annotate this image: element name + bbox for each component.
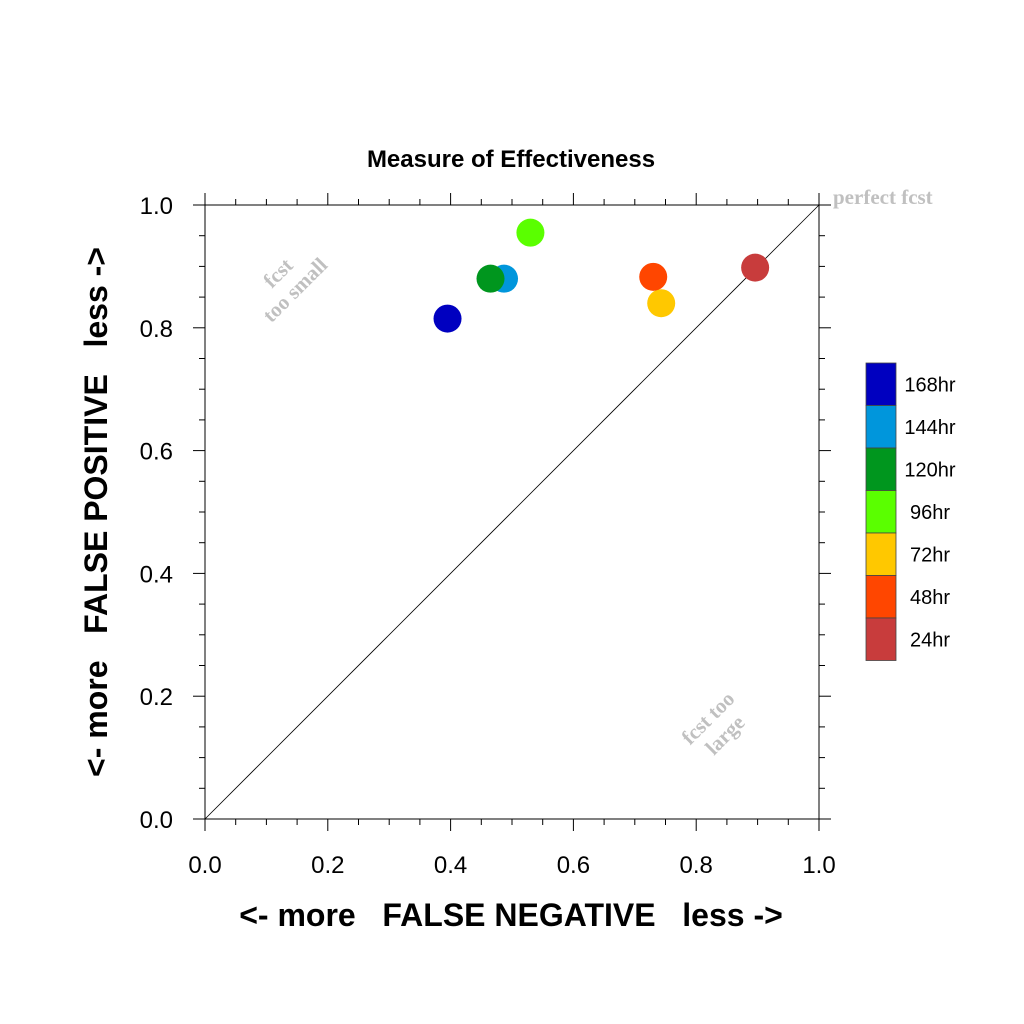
legend-label-120hr: 120hr (904, 459, 955, 481)
x-tick-label: 0.6 (557, 852, 590, 879)
legend: 168hr 144hr 120hr 96hr 72hr 48hr 24hr (865, 362, 956, 661)
point-96hr (516, 218, 545, 247)
x-tick-label: 0.4 (434, 852, 467, 879)
point-48hr (639, 262, 668, 291)
legend-swatch-120hr (865, 447, 897, 491)
axis-ticks (193, 193, 831, 831)
x-tick-label: 0.0 (188, 852, 221, 879)
legend-swatch-168hr (865, 362, 897, 406)
legend-swatch-24hr (865, 617, 897, 661)
legend-swatch-96hr (865, 490, 897, 534)
x-axis-label: <- more FALSE NEGATIVE less -> (239, 897, 783, 933)
annotation-perfect-fcst: perfect fcst (833, 185, 933, 209)
x-tick-label: 1.0 (802, 852, 835, 879)
y-axis-label: <- more FALSE POSITIVE less -> (78, 247, 114, 777)
x-tick-label: 0.8 (680, 852, 713, 879)
y-tick-label: 0.8 (140, 316, 173, 343)
chart-title: Measure of Effectiveness (367, 146, 655, 173)
y-tick-label: 1.0 (140, 193, 173, 220)
point-168hr (433, 304, 462, 333)
x-tick-label: 0.2 (311, 852, 344, 879)
legend-label-48hr: 48hr (910, 587, 950, 609)
data-points (433, 218, 770, 333)
annotation-fcst-too-large: fcst too large (677, 687, 750, 760)
perfect-forecast-diagonal (204, 204, 820, 820)
y-tick-label: 0.4 (140, 561, 173, 588)
annotation-fcst-too-small: fcst too small (258, 253, 332, 327)
legend-label-144hr: 144hr (904, 417, 955, 439)
y-tick-label: 0.6 (140, 439, 173, 466)
y-tick-label: 0.2 (140, 684, 173, 711)
legend-label-96hr: 96hr (910, 502, 950, 524)
point-120hr (476, 264, 505, 293)
legend-label-24hr: 24hr (910, 629, 950, 651)
plot-area: 0.0 0.2 0.4 0.6 0.8 1.0 0.0 0.2 0.4 0.6 0.8 1.0 (140, 193, 836, 879)
legend-label-72hr: 72hr (910, 544, 950, 566)
legend-swatch-144hr (865, 405, 897, 449)
legend-swatch-72hr (865, 532, 897, 576)
legend-label-168hr: 168hr (904, 374, 955, 396)
axis-tick-labels: 0.0 0.2 0.4 0.6 0.8 1.0 0.0 0.2 0.4 0.6 0.8 1.0 (140, 193, 836, 879)
legend-swatch-48hr (865, 575, 897, 619)
point-24hr (741, 253, 770, 282)
point-72hr (647, 289, 676, 318)
y-tick-label: 0.0 (140, 807, 173, 834)
